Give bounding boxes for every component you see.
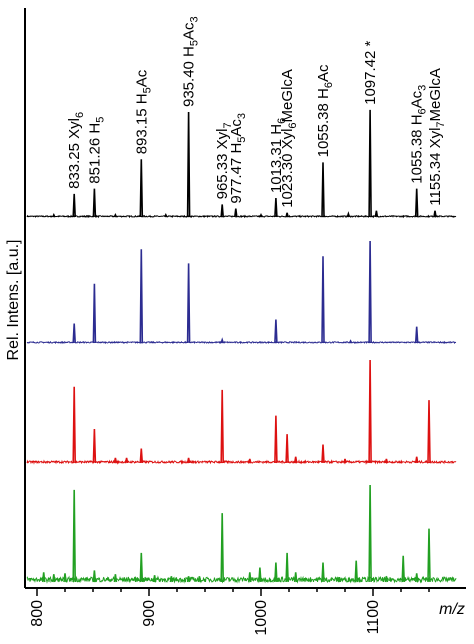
spectrum-baseline-4 [26,575,457,584]
spectra-traces [26,109,457,584]
spectrum-4-peak-6 [113,574,118,583]
spectrum-1-peak-13 [321,162,325,218]
peak-label-2: 851.26 H5 [86,117,106,184]
spectrum-3-peak-16 [414,456,419,464]
peak-label-5: 965.33 Xyl7 [214,122,234,199]
spectrum-3-peak-17 [427,400,431,464]
spectrum-3-peak-1 [72,386,76,464]
x-axis-title: m/z [439,601,465,618]
peak-label-9: 1055.38 H6Ac [315,64,335,157]
spectrum-3-peak-5 [139,448,144,464]
spectrum-1-peak-16 [374,210,379,218]
spectrum-1-peak-11 [274,198,278,218]
spectrum-1-peak-14 [346,211,351,218]
spectrum-1-peak-1 [52,213,56,218]
x-tick-label-800: 800 [29,600,46,627]
spectrum-3-peak-4 [124,457,129,464]
peak-label-8: 1023.30 Xyl6MeGlcA [279,69,299,208]
spectrum-2-peak-9 [368,240,372,344]
spectrum-4-peak-21 [368,484,372,583]
spectrum-2-peak-4 [186,263,191,344]
spectrum-4-peak-7 [139,552,144,583]
spectrum-4-peak-10 [186,576,191,583]
spectrum-4-peak-12 [220,513,224,583]
spectrum-4-peak-24 [414,573,419,583]
spectrum-1-peak-10 [259,213,263,218]
peak-label-10: 1097.42 * [362,41,379,105]
spectrum-1-peak-5 [139,159,144,218]
spectrum-3-peak-10 [285,434,289,464]
spectrum-2-peak-5 [220,337,224,344]
spectrum-2-peak-7 [321,256,325,344]
spectrum-3-peak-2 [92,428,97,464]
spectrum-1-peak-15 [368,109,372,218]
spectrum-1-peak-17 [414,188,419,218]
spectrum-3-peak-8 [248,458,252,464]
spectrum-4-peak-15 [274,562,278,583]
x-tick-label-900: 900 [141,600,158,627]
spectrum-4-peak-8 [152,575,157,583]
spectrum-4-peak-20 [354,560,358,583]
spectrum-2-peak-3 [139,249,144,344]
spectrum-baseline-1 [26,214,457,219]
spectrum-3-peak-11 [293,456,298,464]
peak-label-12: 1155.34 Xyl7MeGlcA [427,68,447,206]
peak-label-4: 935.40 H5Ac3 [181,16,201,107]
spectrum-1-peak-2 [72,193,76,218]
spectrum-4-peak-19 [337,576,342,583]
spectrum-2-peak-2 [92,283,97,344]
spectrum-4-peak-11 [197,576,202,583]
spectrum-2-peak-10 [414,326,419,344]
spectrum-4-peak-25 [427,528,431,583]
spectrum-4-peak-22 [384,576,389,583]
spectrum-baseline-3 [26,459,457,465]
spectrum-4-peak-14 [258,567,262,583]
peak-label-3: 893.15 H5Ac [133,69,153,154]
spectrum-3-peak-6 [186,457,191,464]
y-axis-title: Rel. Intens. [a.u.] [5,240,22,361]
spectrum-4-peak-23 [401,555,405,583]
spectrum-4-peak-3 [63,573,67,583]
spectrum-4-peak-17 [293,572,298,583]
spectrum-3-peak-12 [321,444,325,464]
spectrum-3-peak-9 [274,415,278,464]
spectrum-4-peak-4 [72,489,76,583]
spectrum-4-peak-5 [92,570,97,583]
spectrum-1-peak-4 [113,213,118,218]
spectrum-4-peak-16 [285,552,289,583]
x-axis: 800 900 1000 1100 [25,587,466,636]
spectrum-1-peak-7 [186,111,191,218]
spectrum-3-peak-15 [384,458,389,464]
x-tick-label-1100: 1100 [365,600,382,635]
spectrum-1-peak-18 [433,210,437,218]
spectrum-1-peak-12 [285,212,289,218]
spectrum-4-peak-1 [41,572,46,583]
spectrum-1-peak-9 [234,208,238,218]
spectrum-3-peak-13 [343,458,347,464]
spectrum-baseline-2 [26,340,457,345]
spectrum-2-peak-6 [274,319,278,344]
spectrum-1-peak-6 [164,213,168,218]
x-tick-label-1000: 1000 [253,600,270,636]
spectrum-2-peak-1 [72,323,76,344]
spectrum-2-peak-8 [348,339,353,344]
peak-label-7: 1013.31 H6 [268,118,288,193]
spectrum-3-peak-7 [220,389,224,464]
peak-label-1: 833.25 Xyl6 [66,112,86,189]
spectrum-4-peak-2 [52,574,56,583]
peak-label-6: 977.47 H5Ac3 [228,113,248,204]
peak-label-11: 1055.38 H6Ac3 [409,85,429,184]
y-axis: Rel. Intens. [a.u.] [5,8,26,588]
spectrum-4-peak-9 [169,576,174,583]
spectrum-1-peak-8 [220,204,224,218]
spectrum-4-peak-13 [248,572,252,583]
spectrum-1-peak-3 [92,188,97,218]
spectrum-3-peak-3 [113,457,118,464]
spectrum-4-peak-18 [321,562,325,583]
spectrum-3-peak-14 [368,359,372,464]
